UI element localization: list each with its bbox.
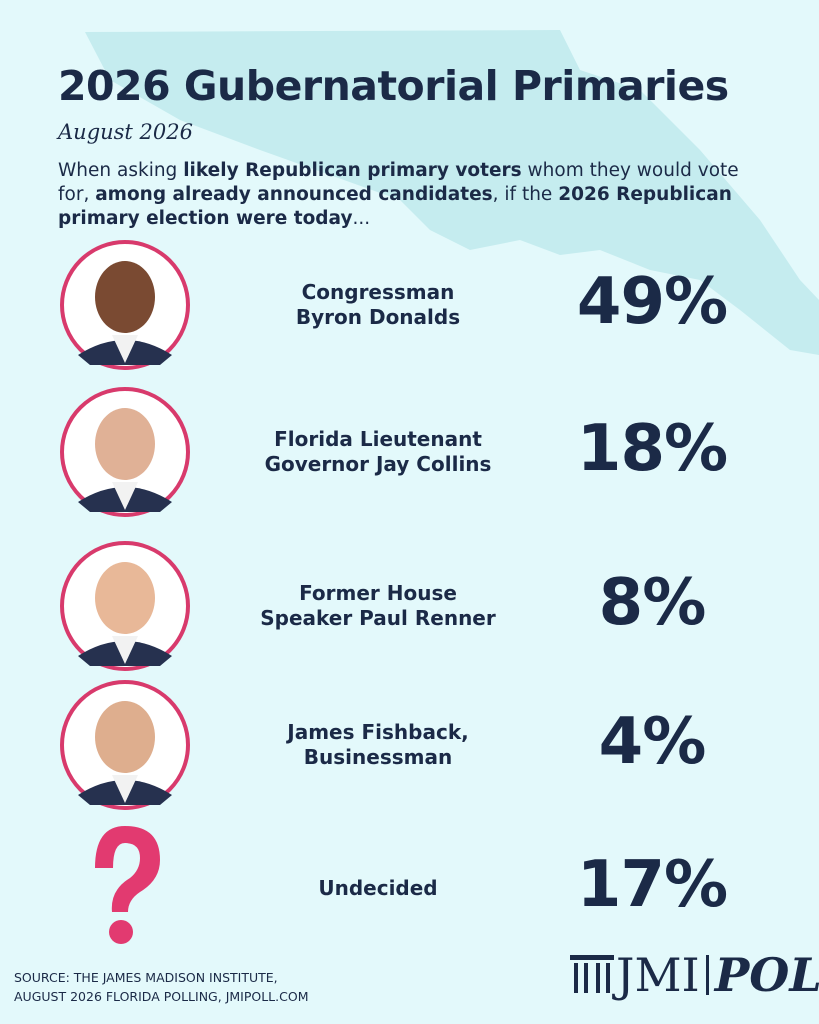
logo-right: POLL	[714, 948, 819, 1002]
name-line: Undecided	[318, 875, 438, 900]
name-line: Former House	[299, 581, 457, 605]
date: August 2026	[58, 120, 193, 144]
name-line: Byron Donalds	[295, 305, 461, 329]
portrait-collar	[112, 636, 138, 664]
name-line: Businessman	[303, 745, 453, 769]
question-dot	[109, 920, 133, 944]
name-line: Congressman	[301, 280, 455, 304]
vote-share: 4%	[598, 705, 707, 779]
description: When asking likely Republican primary vo…	[58, 159, 758, 231]
florida-map	[85, 30, 819, 355]
logo: JMI POLL	[568, 948, 819, 1002]
vote-share: 8%	[598, 566, 707, 640]
title: 2026 Gubernatorial Primaries	[58, 62, 729, 110]
vote-share: 17%	[576, 848, 728, 922]
candidate-name: Congressman Byron Donalds	[228, 280, 528, 330]
description-bold: 2026 Republican primary election were to…	[58, 184, 732, 229]
portrait-collar	[112, 482, 138, 510]
name-line: Florida Lieutenant	[274, 427, 482, 451]
description-text: whom they would vote for,	[58, 160, 739, 205]
name-line: James Fishback,	[287, 720, 469, 744]
candidate-name: Undecided	[228, 876, 528, 901]
portrait-collar	[112, 335, 138, 363]
description-bold: among already announced candidates	[95, 184, 493, 205]
description-text: ...	[352, 208, 371, 229]
source-line: AUGUST 2026 FLORIDA POLLING, JMIPOLL.COM	[14, 989, 309, 1004]
source-line: SOURCE: THE JAMES MADISON INSTITUTE,	[14, 970, 278, 985]
portrait-collar	[112, 775, 138, 803]
candidate-name: James Fishback, Businessman	[228, 720, 528, 770]
name-line: Speaker Paul Renner	[260, 606, 496, 630]
vote-share: 49%	[576, 265, 728, 339]
portrait-face	[95, 562, 155, 634]
logo-divider	[705, 955, 709, 995]
candidate-name: Florida Lieutenant Governor Jay Collins	[228, 427, 528, 477]
description-text: , if the	[492, 184, 559, 205]
logo-column-icon	[570, 955, 614, 993]
description-bold: likely Republican primary voters	[183, 160, 522, 181]
source: SOURCE: THE JAMES MADISON INSTITUTE, AUGU…	[14, 968, 308, 1006]
question-mark	[95, 826, 160, 912]
portrait-face	[95, 261, 155, 333]
portrait-face	[95, 408, 155, 480]
description-text: When asking	[58, 160, 184, 181]
candidate-name: Former House Speaker Paul Renner	[228, 581, 528, 631]
vote-share: 18%	[576, 412, 728, 486]
name-line: Governor Jay Collins	[264, 452, 492, 476]
portrait-face	[95, 701, 155, 773]
logo-left: JMI	[616, 948, 700, 1002]
